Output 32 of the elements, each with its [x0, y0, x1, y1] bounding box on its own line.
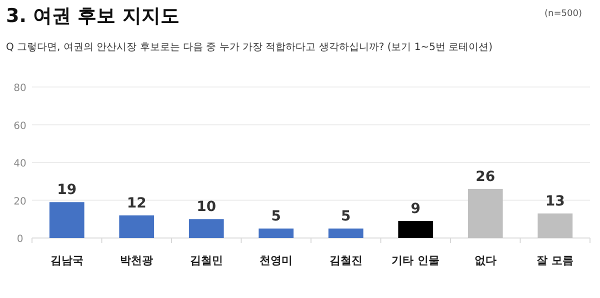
y-tick-label: 60 [14, 120, 26, 132]
bar [398, 221, 434, 238]
x-tick-label: 없다 [474, 254, 496, 267]
data-label: 10 [196, 199, 216, 216]
x-tick-label: 잘 모름 [536, 254, 574, 267]
data-label: 26 [476, 168, 496, 185]
bar [49, 202, 84, 238]
chart-title: 3. 여권 후보 지지도 [6, 5, 180, 27]
data-label: 19 [57, 182, 77, 198]
y-tick-label: 0 [16, 234, 24, 245]
bar [538, 213, 573, 238]
x-tick-label: 김철민 [190, 254, 223, 267]
data-label: 13 [545, 193, 565, 210]
bar [468, 188, 503, 238]
x-tick-label: 박천광 [120, 254, 154, 267]
bar [188, 219, 224, 238]
x-tick-label: 김철진 [329, 254, 362, 267]
y-tick-label: 80 [14, 83, 26, 94]
y-tick-label: 20 [14, 196, 26, 208]
bar [119, 215, 154, 238]
text: (n=500) [544, 9, 582, 19]
x-tick-label: 기타 인물 [392, 254, 440, 267]
data-label: 12 [126, 195, 146, 212]
chart-subtitle: Q 그렇다면, 여권의 안산시장 후보로는 다음 중 누가 가장 적합하다고 생각하십니까? (보기 1~5번 로테이션) [6, 42, 493, 53]
data-label: 5 [341, 208, 351, 225]
data-label: 5 [271, 208, 281, 225]
bar [258, 228, 294, 238]
data-label: 9 [410, 201, 420, 218]
x-tick-label: 천영미 [260, 254, 293, 267]
y-tick-label: 40 [14, 158, 26, 170]
bar [328, 228, 364, 238]
x-tick-label: 김남국 [50, 254, 84, 267]
